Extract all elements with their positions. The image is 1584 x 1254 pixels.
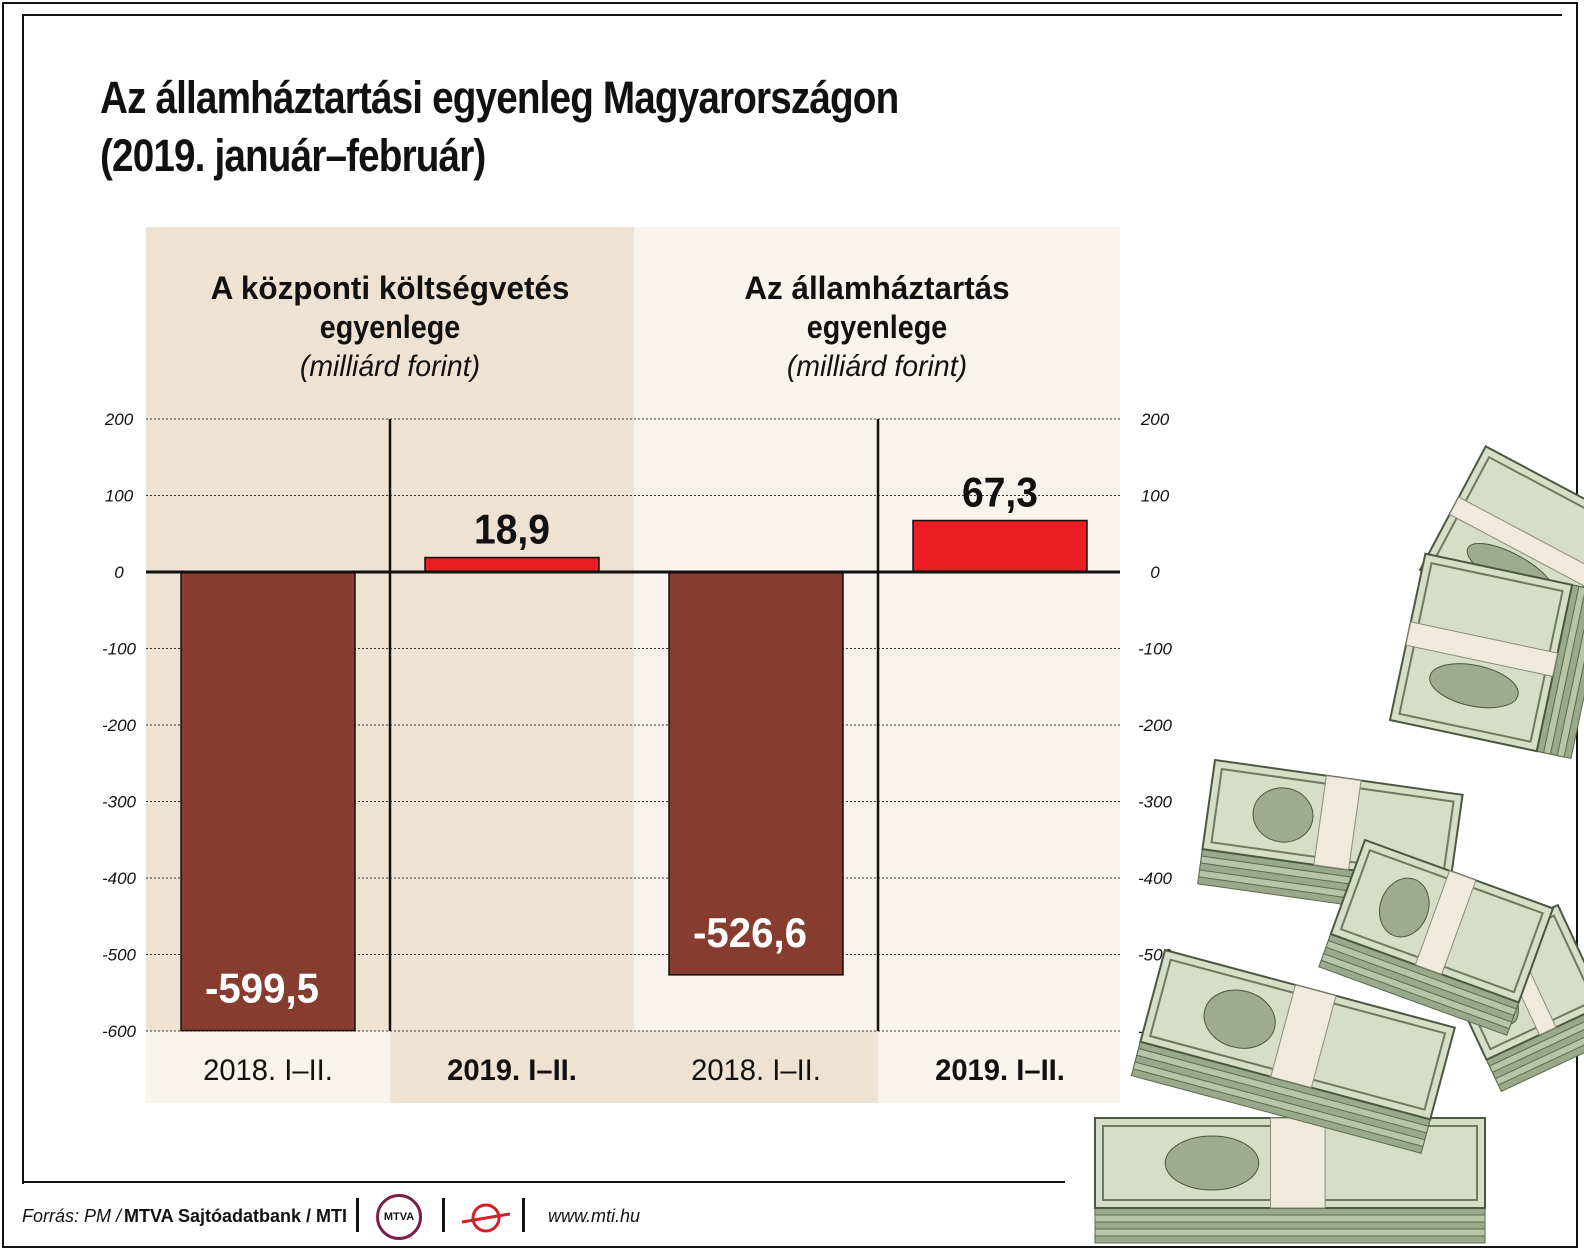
banknote-portrait (1252, 787, 1314, 843)
banknote-stack (1388, 552, 1584, 760)
inner-frame (22, 14, 1562, 1184)
banknote-portrait (1164, 1135, 1260, 1191)
bar (424, 556, 600, 573)
banknote-stack (1094, 1117, 1486, 1244)
mtva-logo-icon: MTVA (376, 1194, 422, 1240)
y-tick-label: -100 (1138, 640, 1173, 659)
banknote-band (1405, 621, 1559, 677)
footer-separator (356, 1198, 359, 1232)
bar-value-label: -599,5 (205, 965, 319, 1012)
y-tick-label: -100 (102, 640, 137, 659)
chart-title-line1: Az államháztartási egyenleg Magyarország… (100, 72, 899, 123)
footer-separator (442, 1198, 445, 1232)
banknote-stack (1318, 838, 1555, 1036)
footer-divider (22, 1181, 1065, 1183)
y-tick-label: -600 (102, 1022, 137, 1041)
banknote-band (1270, 984, 1337, 1089)
y-tick-label: -300 (1138, 793, 1173, 812)
footer-separator (522, 1198, 525, 1232)
x-category-label: 2018. I–II. (691, 1054, 821, 1087)
y-tick-label: -200 (102, 716, 137, 735)
mtva-logo-text: MTVA (383, 1211, 415, 1223)
money-stack-illustration (1094, 445, 1584, 1244)
chart-panel-title-line: A központi költségvetés (211, 270, 570, 306)
bar (180, 571, 356, 1032)
banknote-portrait (1203, 989, 1276, 1049)
x-category-label: 2018. I–II. (203, 1054, 333, 1087)
category-label-band (146, 1031, 390, 1103)
category-label-band (390, 1031, 634, 1103)
y-tick-label: 200 (1140, 410, 1170, 429)
x-category-label: 2019. I–II. (447, 1054, 577, 1087)
y-tick-label: 200 (104, 410, 134, 429)
chart-panel-title-line: egyenlege (807, 309, 947, 345)
mti-logo-icon (461, 1203, 511, 1233)
chart-panel-title-line: Az államháztartás (744, 270, 1009, 306)
bar-value-label: -526,6 (693, 909, 807, 956)
bar-value-label: 18,9 (474, 506, 550, 553)
chart-panel-subtitle: (milliárd forint) (787, 350, 967, 383)
chart-panel-subtitle: (milliárd forint) (300, 350, 480, 383)
bar-value-label: 67,3 (962, 469, 1038, 516)
category-label-band (878, 1031, 1120, 1103)
chart-title-line2: (2019. január–február) (100, 130, 486, 181)
source-label: Forrás: PM / (22, 1206, 122, 1226)
banknote-stack (1130, 948, 1457, 1154)
banknote-portrait (1429, 663, 1519, 709)
banknote-band (1448, 496, 1584, 591)
banknote-band (1270, 1117, 1326, 1209)
y-tick-label: 0 (1150, 563, 1160, 582)
banknote-band (1414, 870, 1477, 975)
banknote-portrait (1379, 877, 1430, 938)
y-tick-label: 100 (1141, 487, 1170, 506)
y-tick-label: -400 (1138, 869, 1173, 888)
y-tick-label: 100 (105, 487, 134, 506)
bar (912, 519, 1088, 573)
website-link[interactable]: www.mti.hu (548, 1206, 641, 1226)
y-tick-label: -200 (1138, 716, 1173, 735)
y-tick-label: 0 (114, 563, 124, 582)
x-category-label: 2019. I–II. (935, 1054, 1065, 1087)
y-tick-label: -300 (102, 793, 137, 812)
banknote-band (1313, 775, 1362, 871)
y-tick-label: -500 (102, 946, 137, 965)
y-tick-label: -400 (102, 869, 137, 888)
category-label-band (634, 1031, 878, 1103)
chart-panel-title-line: egyenlege (320, 309, 460, 345)
agency-credit: MTVA Sajtóadatbank / MTI (124, 1206, 348, 1226)
